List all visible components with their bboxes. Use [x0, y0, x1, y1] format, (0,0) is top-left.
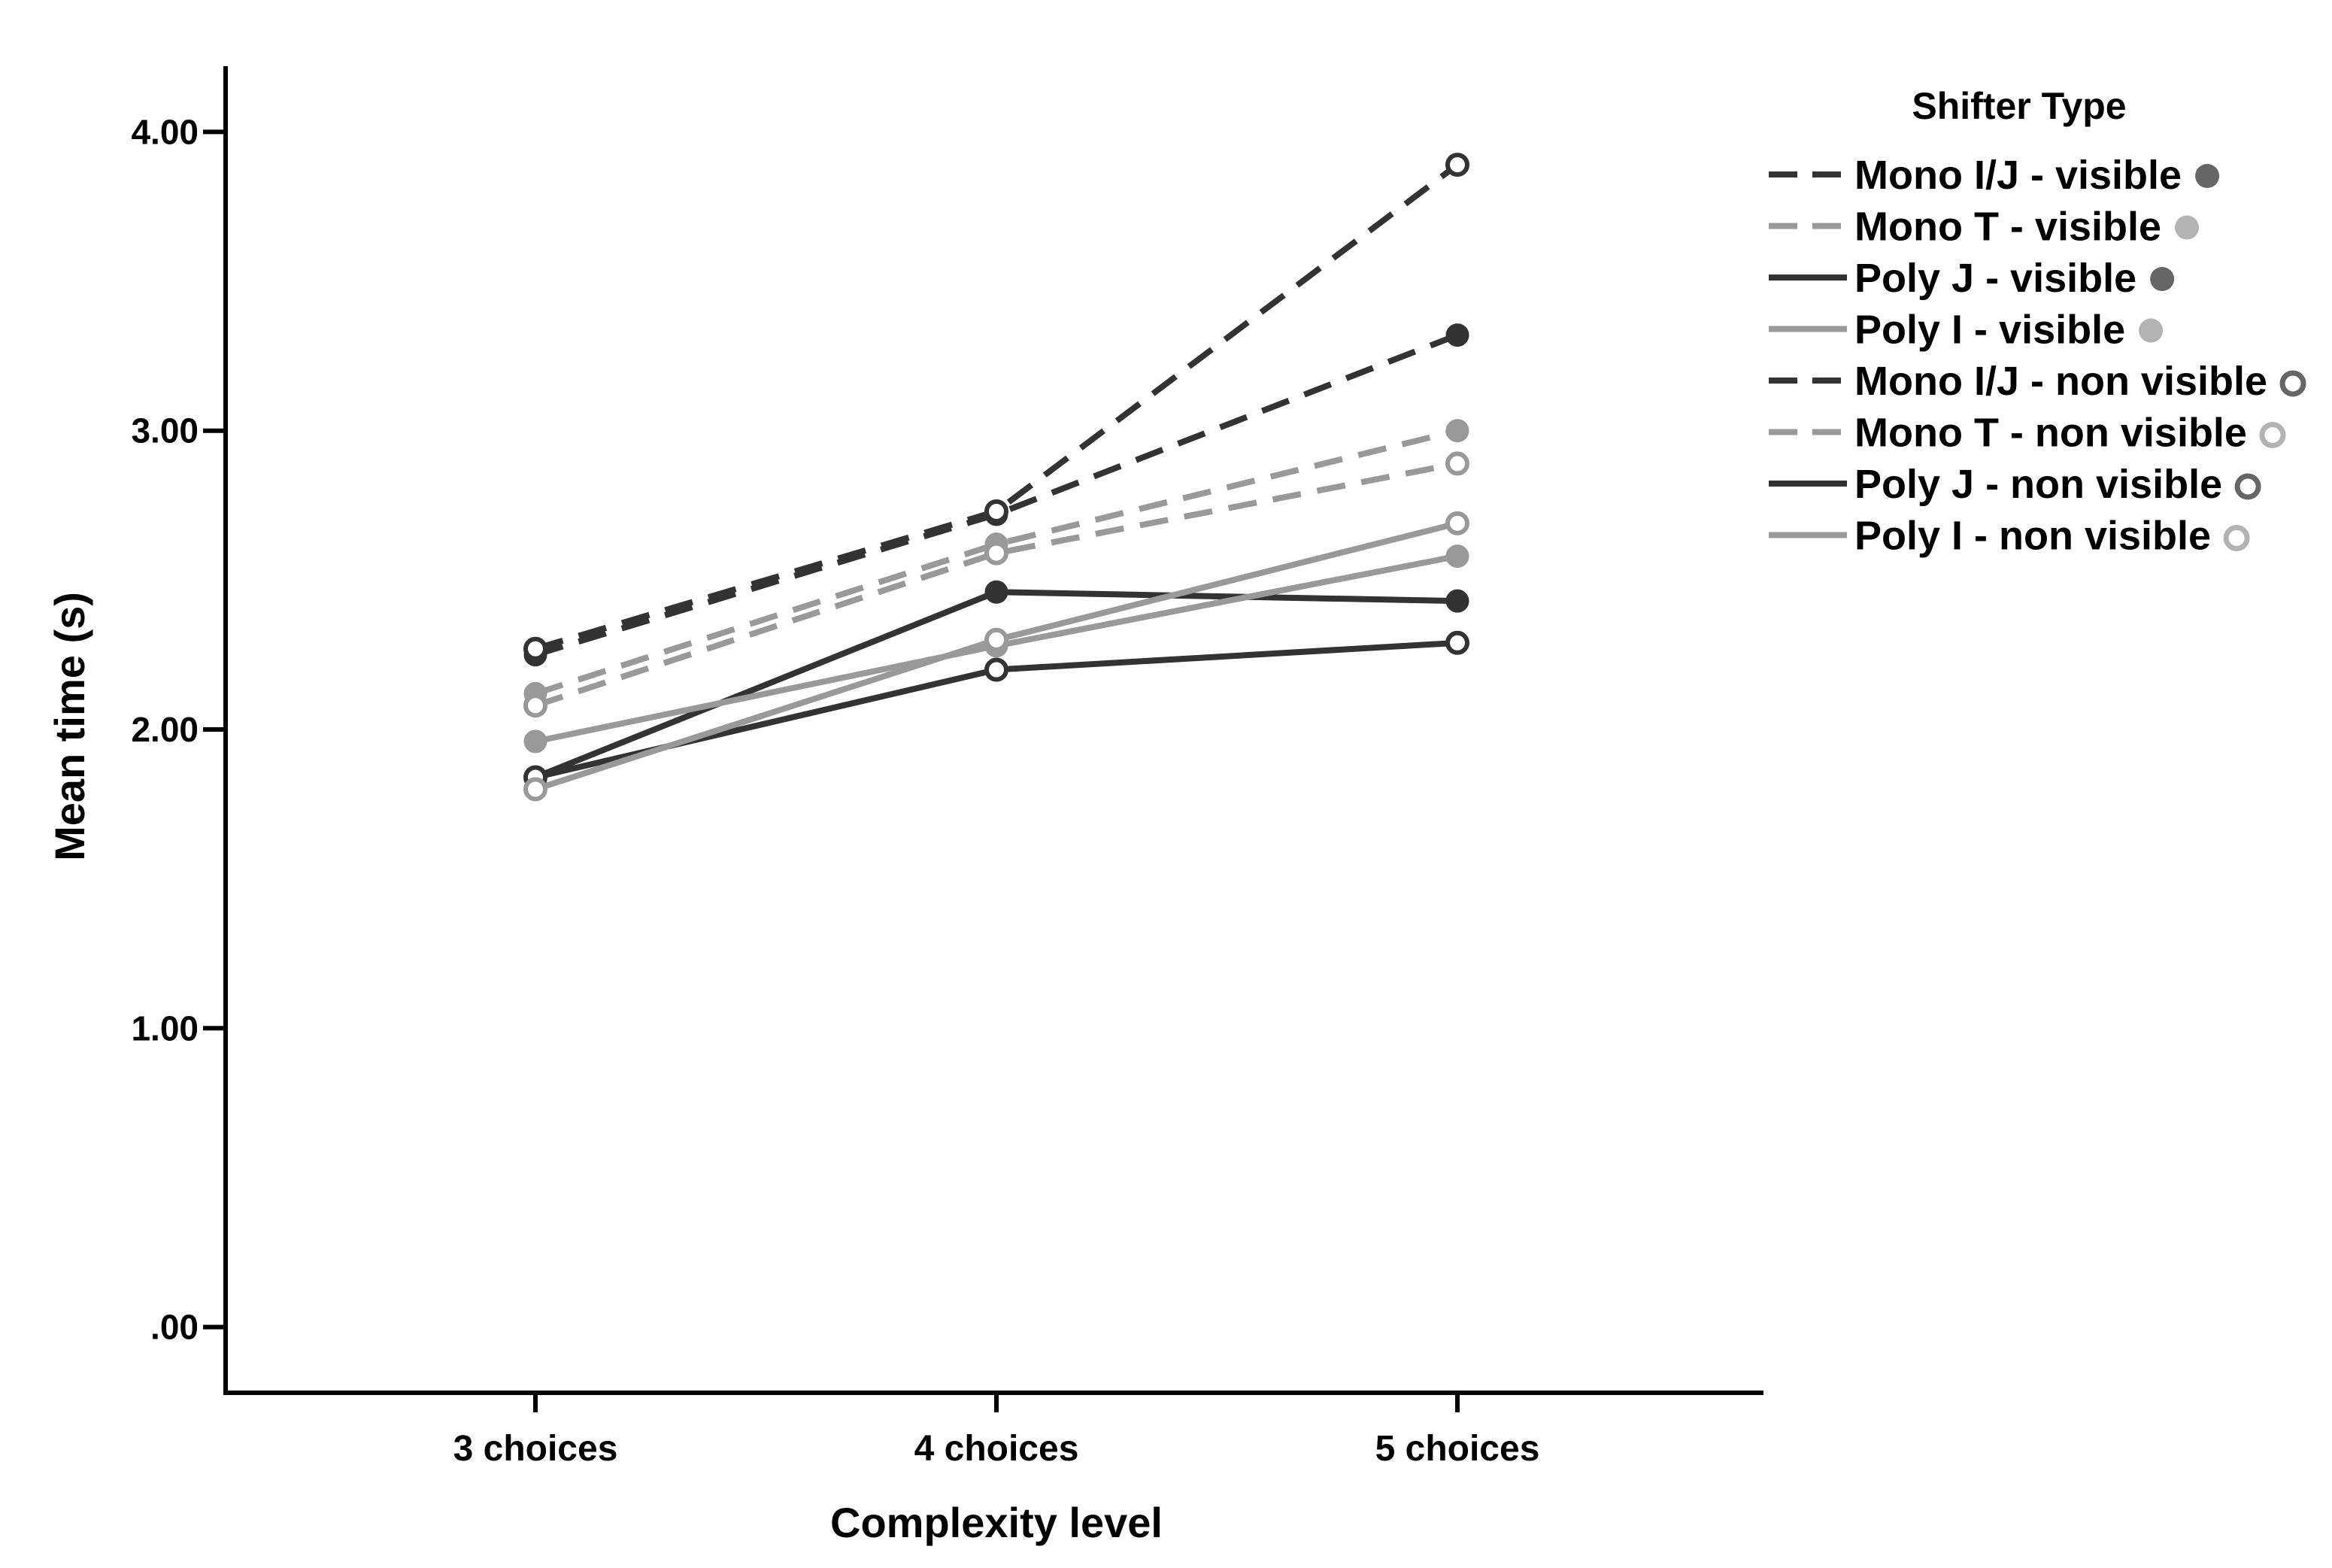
y-ticks: .00 1.00 2.00 3.00 4.00	[131, 112, 226, 1347]
legend-label: Mono T - visible	[1854, 205, 2161, 250]
legend-label: Poly J - non visible	[1854, 462, 2222, 507]
data-point	[984, 627, 1008, 652]
legend-marker	[2195, 164, 2220, 188]
data-point	[1445, 419, 1469, 443]
data-point	[1445, 323, 1469, 347]
series-line	[534, 332, 1459, 658]
legend: Shifter Type Mono I/J - visible Mono T - …	[1769, 85, 2306, 559]
data-point	[523, 693, 547, 718]
legend-marker	[2234, 473, 2261, 500]
series-line	[534, 162, 1460, 652]
series-layer	[523, 153, 1469, 802]
x-tick-label: 4 choices	[914, 1429, 1079, 1469]
legend-items: Mono I/J - visible Mono T - visible Poly J…	[1769, 153, 2306, 559]
data-point	[523, 636, 547, 661]
legend-marker	[2139, 318, 2164, 343]
legend-item: Poly J - visible	[1769, 256, 2175, 301]
legend-marker	[2259, 422, 2286, 448]
x-tick-label: 5 choices	[1375, 1429, 1540, 1469]
data-point	[1445, 589, 1469, 613]
data-point	[984, 657, 1008, 682]
legend-title: Shifter Type	[1912, 85, 2126, 127]
x-tick-label: 3 choices	[453, 1429, 618, 1469]
legend-label: Mono T - non visible	[1854, 411, 2247, 456]
data-point	[1445, 153, 1469, 177]
legend-label: Poly I - visible	[1854, 308, 2125, 353]
data-point	[984, 580, 1008, 604]
legend-marker	[2223, 525, 2250, 551]
y-tick-label: .00	[150, 1308, 199, 1347]
legend-label: Poly I - non visible	[1854, 514, 2211, 559]
legend-item: Mono T - non visible	[1769, 411, 2286, 456]
y-tick-label: 1.00	[131, 1008, 199, 1048]
legend-item: Poly I - visible	[1769, 308, 2164, 353]
data-point	[984, 499, 1008, 523]
y-tick-label: 3.00	[131, 411, 199, 450]
axes: .00 1.00 2.00 3.00 4.00 3 choices 4 choices 5 …	[131, 66, 1763, 1469]
x-axis-title: Complexity level	[830, 1499, 1163, 1546]
legend-label: Mono I/J - non visible	[1854, 359, 2267, 404]
legend-item: Poly J - non visible	[1769, 462, 2261, 507]
y-tick-label: 2.00	[131, 710, 199, 749]
legend-marker	[2150, 267, 2175, 291]
x-ticks: 3 choices 4 choices 5 choices	[453, 1393, 1540, 1469]
legend-label: Mono I/J - visible	[1854, 153, 2182, 198]
legend-item: Mono T - visible	[1769, 205, 2200, 250]
series-line	[534, 460, 1458, 709]
legend-marker	[2175, 215, 2200, 240]
data-point	[1445, 511, 1469, 535]
legend-marker	[2279, 370, 2306, 397]
y-tick-label: 4.00	[131, 112, 199, 151]
data-point	[523, 777, 547, 802]
data-point	[1445, 544, 1469, 569]
y-axis-title: Mean time (s)	[46, 592, 93, 861]
series-markers	[523, 153, 1469, 802]
legend-label: Poly J - visible	[1854, 256, 2136, 301]
legend-item: Mono I/J - non visible	[1769, 359, 2306, 404]
legend-item: Poly I - non visible	[1769, 514, 2250, 559]
legend-item: Mono I/J - visible	[1769, 153, 2220, 198]
data-point	[523, 729, 547, 754]
data-point	[1445, 451, 1469, 476]
data-point	[984, 541, 1008, 566]
series-line	[534, 427, 1458, 697]
data-point	[1445, 630, 1469, 655]
